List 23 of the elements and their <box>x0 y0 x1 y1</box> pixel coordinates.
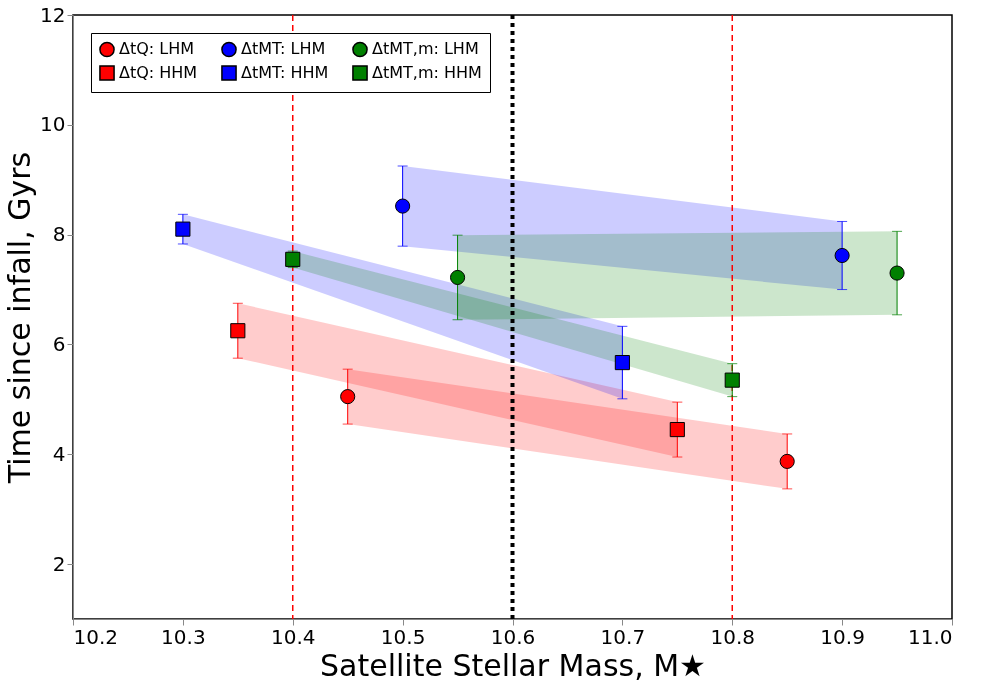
legend-label: ΔtMT,m: HHM <box>372 63 482 82</box>
x-tick-label: 10.7 <box>600 624 646 649</box>
y-tick-label: 4 <box>52 441 66 466</box>
x-tick-label: 10.2 <box>73 624 119 649</box>
x-tick-label: 11.0 <box>907 624 953 649</box>
legend-label: ΔtMT: HHM <box>241 63 329 82</box>
y-axis-title: Time since infall, Gyrs <box>2 151 38 485</box>
y-tick-label: 12 <box>40 2 66 27</box>
x-tick-label: 10.4 <box>270 624 316 649</box>
x-tick-label: 10.9 <box>820 624 865 649</box>
legend-label: ΔtQ: HHM <box>119 63 198 82</box>
x-tick-label: 10.3 <box>161 624 206 649</box>
y-tick-label: 8 <box>52 222 66 247</box>
legend-label: ΔtMT,m: LHM <box>372 39 479 59</box>
y-tick-label: 6 <box>52 331 66 356</box>
legend-label: ΔtMT: LHM <box>241 39 326 59</box>
x-tick-label: 10.6 <box>490 624 536 649</box>
y-tick-label: 10 <box>40 112 66 137</box>
legend-label: ΔtQ: LHM <box>119 39 195 59</box>
y-tick-label: 2 <box>52 551 66 576</box>
x-tick-label: 10.8 <box>710 624 756 649</box>
x-axis-title: Satellite Stellar Mass, M★ <box>320 647 706 683</box>
x-tick-label: 10.5 <box>380 624 426 649</box>
